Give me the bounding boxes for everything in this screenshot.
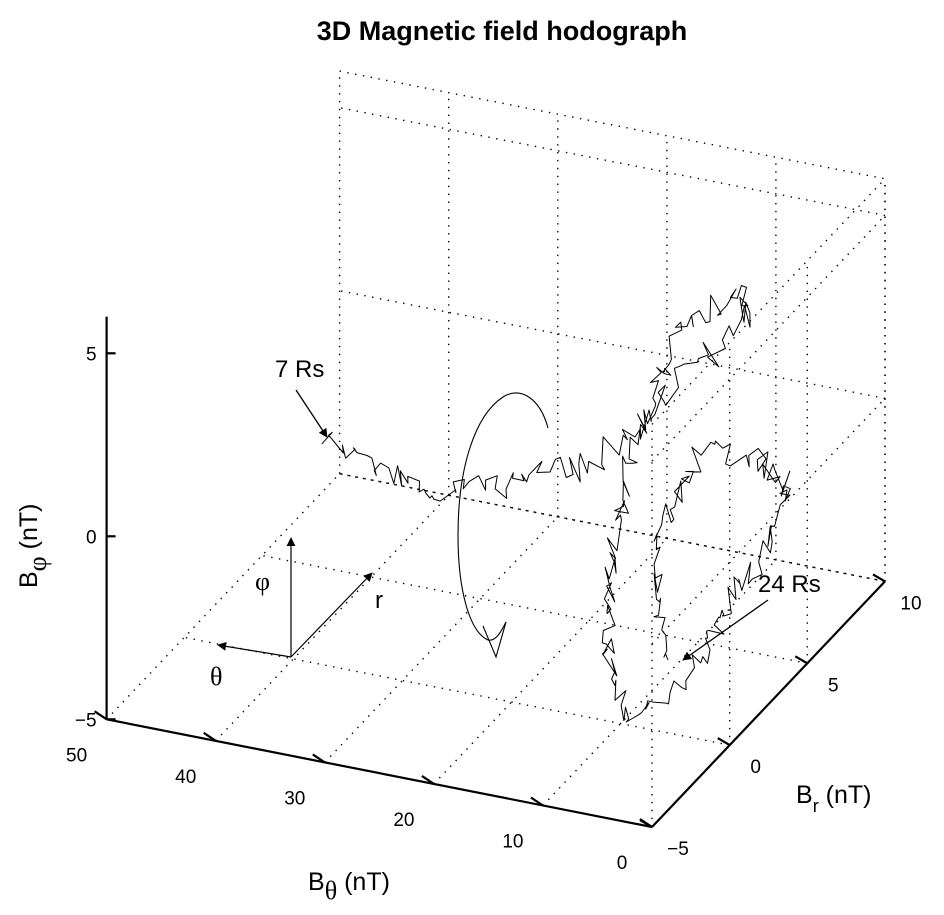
x-tick-label: 40 — [175, 767, 196, 788]
z-tick-label: −5 — [75, 710, 97, 731]
x-axis-label: Bθ (nT) — [308, 868, 390, 905]
annotation-24rs: 24 Rs — [758, 571, 821, 598]
y-axis-label: Br (nT) — [796, 781, 871, 816]
x-tick-label: 30 — [284, 788, 305, 809]
grid-top-edge — [651, 178, 886, 425]
y-tick — [872, 573, 886, 583]
x-tick — [203, 731, 217, 742]
y-tick — [639, 819, 653, 828]
z-tick-label: 5 — [86, 344, 97, 365]
annotation-7rs-arrow — [295, 389, 328, 438]
tick-labels: 0 10 20 30 40 50 −5 0 5 10 −5 0 5 — [66, 344, 922, 874]
y-tick — [794, 655, 808, 665]
hodograph-trace — [321, 285, 791, 723]
z-axis-label: Bφ (nT) — [15, 504, 52, 588]
y-tick — [717, 737, 731, 747]
grid-wall-z — [339, 107, 886, 217]
direction-glyph: φ r θ — [210, 537, 383, 691]
grid-floor-y — [184, 636, 730, 746]
x-tick — [421, 774, 435, 785]
chart-title: 3D Magnetic field hodograph — [317, 16, 688, 46]
grid-floor-x — [106, 473, 341, 720]
grid-floor-y — [261, 554, 808, 664]
y-tick-label: 5 — [828, 675, 839, 696]
grid-floor-x — [324, 516, 559, 763]
x-tick-label: 20 — [393, 810, 414, 831]
z-tick-label: 0 — [86, 527, 97, 548]
y-axis-line — [651, 580, 886, 828]
r-label: r — [375, 587, 383, 614]
y-tick-label: 10 — [900, 593, 921, 614]
r-direction-arrow — [290, 572, 373, 658]
theta-direction-arrow — [217, 641, 292, 658]
axes — [93, 316, 886, 829]
grid-wall-z — [339, 473, 886, 583]
grid-wall-z — [339, 290, 886, 400]
grid-floor-x — [215, 494, 450, 742]
grid-floor-edge — [339, 473, 886, 583]
grid-lines — [106, 70, 886, 828]
phi-label: φ — [255, 567, 270, 596]
x-tick — [312, 753, 326, 764]
x-tick — [93, 710, 108, 721]
x-axis-line — [106, 718, 653, 829]
x-tick-label: 50 — [66, 745, 87, 766]
grid-wall-z2 — [651, 397, 886, 645]
rotation-arrowhead — [482, 621, 507, 659]
rotation-arrow — [457, 392, 549, 641]
y-tick-label: −5 — [667, 839, 689, 860]
x-tick — [530, 796, 544, 807]
grid-floor-x — [433, 537, 668, 785]
annotation-24rs-arrow — [682, 599, 769, 661]
grid-floor-x — [542, 559, 777, 806]
y-tick-label: 0 — [750, 757, 761, 778]
grid-wall-z2 — [651, 214, 886, 462]
grid-top-edge — [339, 70, 886, 180]
theta-label: θ — [210, 662, 222, 691]
annotation-7rs: 7 Rs — [275, 356, 324, 383]
x-tick-label: 0 — [617, 853, 628, 874]
x-tick-label: 10 — [502, 832, 523, 853]
grid-floor-y — [339, 473, 886, 583]
